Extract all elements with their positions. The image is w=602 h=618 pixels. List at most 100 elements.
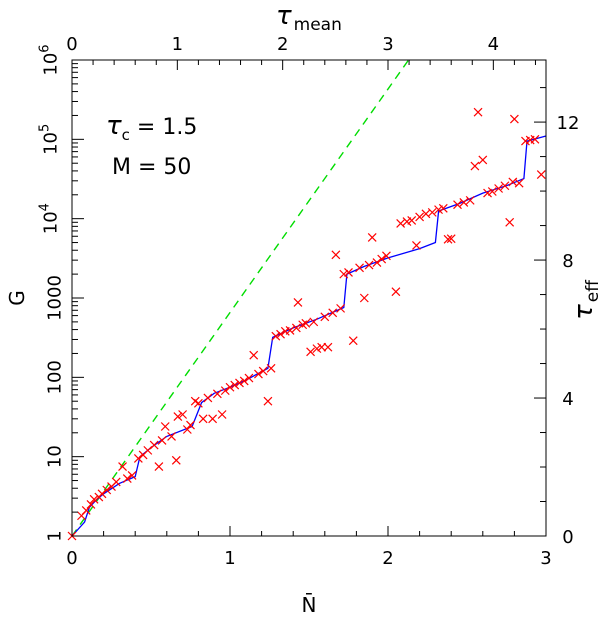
x2-tick-label: 2 [277, 34, 288, 55]
data-point [276, 329, 285, 339]
data-point-stroke [530, 134, 540, 144]
data-point [301, 318, 311, 328]
data-point [122, 474, 132, 483]
data-point-stroke [182, 425, 192, 434]
data-point [198, 414, 208, 424]
data-point [536, 170, 546, 179]
data-point-stroke [427, 207, 437, 217]
data-point-stroke [483, 188, 492, 198]
data-point [182, 425, 192, 434]
data-point-stroke [157, 436, 167, 445]
data-point-stroke [220, 386, 230, 396]
top-axis-label-symbol: τ [276, 1, 292, 31]
x-tick-label: 2 [382, 548, 393, 569]
data-point-stroke [407, 216, 417, 225]
data-point-stroke [381, 251, 391, 261]
data-point [217, 410, 227, 419]
data-point [500, 181, 510, 191]
data-point-stroke [271, 331, 281, 341]
data-point-stroke [249, 350, 259, 360]
x2-tick-label: 1 [172, 34, 183, 55]
y-tick-label-base: 10 [40, 132, 61, 155]
data-point [254, 369, 263, 379]
right-axis-label-symbol: τ [569, 304, 599, 320]
data-point-stroke [339, 269, 349, 279]
data-point [505, 217, 515, 227]
data-point-stroke [367, 233, 377, 242]
data-point [89, 494, 99, 504]
data-point [377, 254, 387, 264]
data-point [81, 506, 91, 515]
data-point [178, 410, 188, 419]
y-tick-label: 1 [44, 530, 65, 541]
data-point-stroke [118, 462, 127, 472]
x2-tick-label: 4 [488, 34, 499, 55]
data-point [412, 240, 421, 250]
data-point [249, 350, 259, 360]
data-point-stroke [217, 410, 227, 419]
data-point-stroke [160, 422, 170, 431]
data-point-stroke [254, 369, 263, 379]
data-point [470, 161, 480, 171]
data-point [86, 500, 96, 509]
data-point-stroke [244, 373, 254, 383]
data-point-stroke [193, 398, 203, 408]
data-point [331, 250, 341, 260]
data-point-stroke [359, 293, 369, 303]
data-point [173, 412, 183, 422]
data-point [309, 317, 319, 327]
data-point [487, 187, 497, 196]
data-point-stroke [323, 342, 333, 352]
data-point-stroke [173, 412, 183, 422]
data-point-stroke [312, 344, 322, 354]
data-point-stroke [102, 485, 112, 495]
data-point [258, 366, 268, 376]
data-point [118, 462, 127, 472]
y-tick-label: 106 [37, 44, 61, 75]
data-point-stroke [239, 376, 249, 386]
data-point [127, 471, 137, 480]
data-point-stroke [154, 462, 164, 472]
data-point [381, 251, 391, 261]
data-point-stroke [336, 303, 346, 313]
data-point [97, 489, 107, 499]
data-point [453, 200, 462, 210]
y-tick-label: 100 [44, 360, 65, 394]
data-point-stroke [317, 342, 327, 352]
y-tick-label-exponent: 6 [37, 44, 52, 52]
top-axis-label-subscript: mean [294, 15, 342, 35]
data-point-stroke [344, 268, 353, 277]
data-point [438, 203, 448, 213]
y-tick-label-exponent: 4 [37, 203, 52, 211]
data-point [459, 198, 469, 207]
plot-content [67, 59, 547, 541]
data-point [291, 323, 301, 333]
x2-tick-label: 3 [382, 34, 393, 55]
data-point [143, 445, 153, 455]
y2-tick-label: 4 [562, 389, 573, 410]
y-axis-label: G [5, 290, 29, 306]
data-point [212, 389, 222, 399]
data-point [111, 477, 121, 487]
x-tick-label: 3 [540, 548, 551, 569]
data-point [509, 114, 519, 124]
data-point-stroke [291, 323, 301, 333]
data-point-stroke [412, 240, 421, 250]
data-point [133, 454, 143, 463]
data-point [203, 393, 213, 403]
annotation-m: M = 50 [112, 155, 191, 180]
axis-ticks [71, 59, 547, 537]
data-point [160, 422, 170, 431]
data-point [443, 234, 453, 244]
data-point [336, 303, 346, 313]
data-point-stroke [97, 489, 107, 499]
x-tick-label: 0 [66, 548, 77, 569]
data-point-stroke [348, 336, 358, 346]
data-point-stroke [263, 396, 273, 406]
data-point-stroke [111, 477, 121, 487]
data-point-stroke [473, 107, 483, 117]
data-point [271, 331, 281, 341]
data-point-stroke [478, 155, 488, 165]
data-point [372, 258, 382, 267]
data-point [494, 184, 504, 193]
